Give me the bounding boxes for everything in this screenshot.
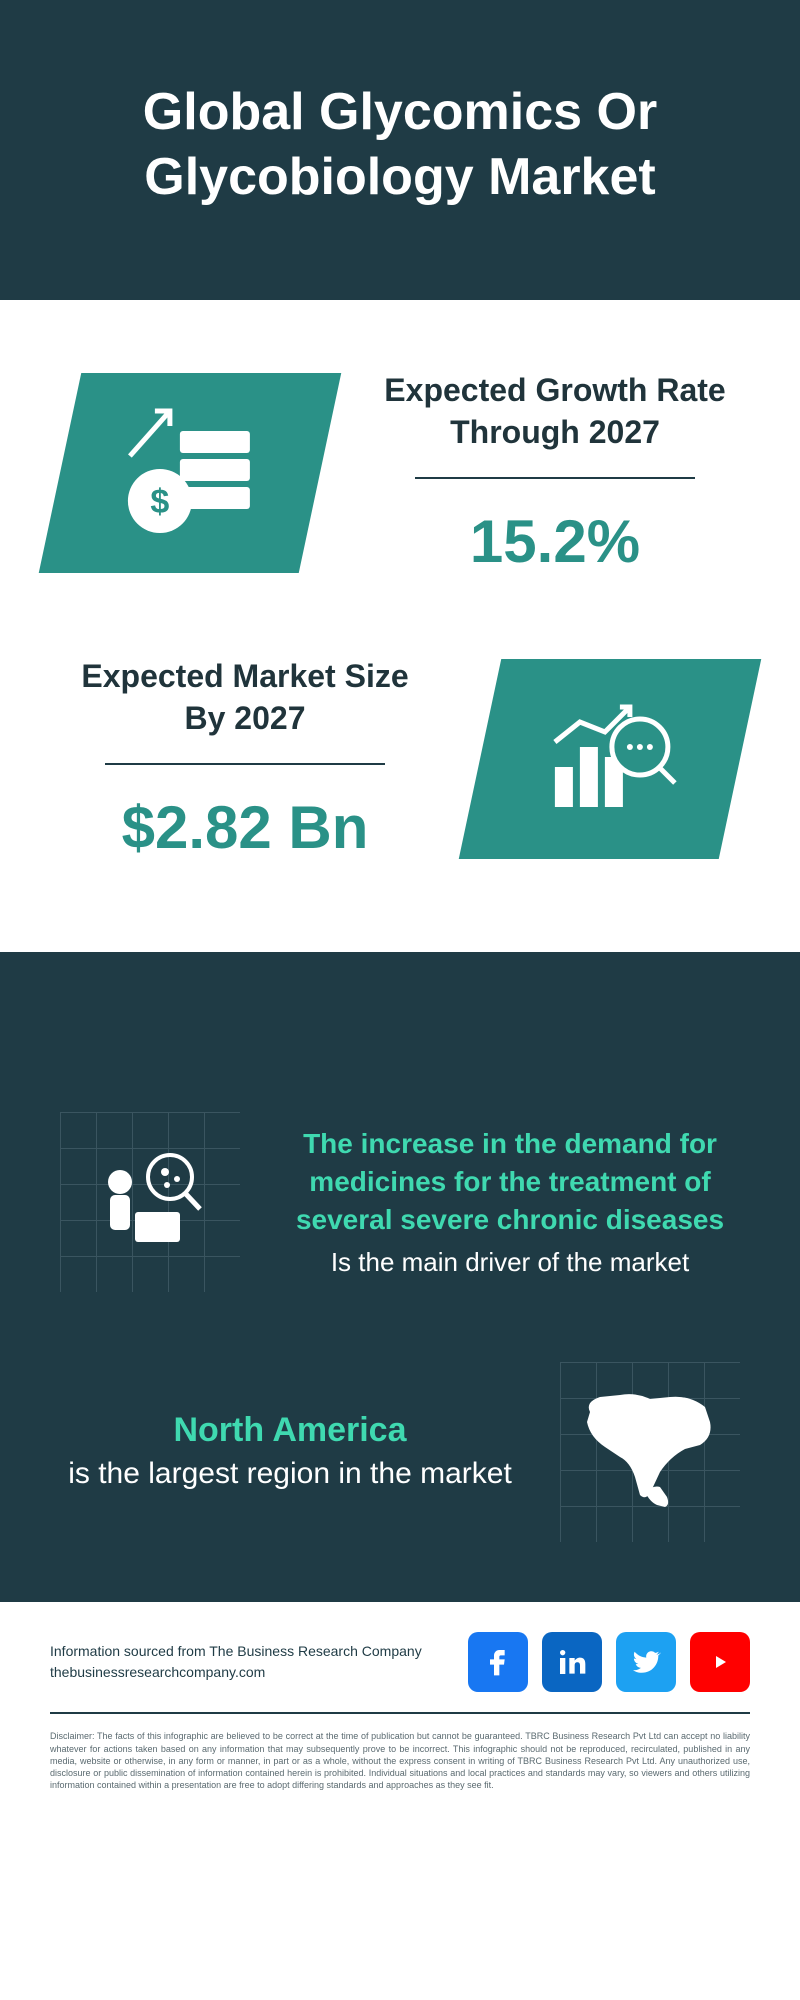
region-text: North America is the largest region in t… <box>60 1411 520 1495</box>
dark-section: The increase in the demand for medicines… <box>0 1072 800 1602</box>
stat-label: Expected Growth Rate Through 2027 <box>370 370 740 453</box>
stat-row-marketsize: Expected Market Size By 2027 $2.82 Bn <box>60 656 740 862</box>
region-highlight: North America <box>60 1411 520 1450</box>
stat-icon-box <box>459 659 762 859</box>
header: Global Glycomics Or Glycobiology Market <box>0 0 800 300</box>
source-line1: Information sourced from The Business Re… <box>50 1641 422 1662</box>
stat-row-growth: $ Expected Growth Rate Through 2027 15.2… <box>60 370 740 576</box>
medical-research-icon <box>85 1137 215 1267</box>
driver-highlight: The increase in the demand for medicines… <box>280 1125 740 1238</box>
driver-icon-box <box>60 1112 240 1292</box>
svg-text:$: $ <box>151 483 170 521</box>
footer: Information sourced from The Business Re… <box>0 1602 800 1811</box>
region-icon-box <box>560 1362 740 1542</box>
stat-divider <box>415 477 695 479</box>
linkedin-icon[interactable] <box>542 1632 602 1692</box>
chart-magnify-icon <box>535 687 685 832</box>
facebook-icon[interactable] <box>468 1632 528 1692</box>
money-growth-icon: $ <box>115 401 265 546</box>
driver-row: The increase in the demand for medicines… <box>60 1112 740 1292</box>
stat-icon-box: $ <box>39 373 342 573</box>
twitter-icon[interactable] <box>616 1632 676 1692</box>
driver-subtext: Is the main driver of the market <box>280 1245 740 1280</box>
stats-section: $ Expected Growth Rate Through 2027 15.2… <box>0 300 800 952</box>
footer-top: Information sourced from The Business Re… <box>50 1632 750 1714</box>
skyline-divider <box>0 952 800 1072</box>
page-title: Global Glycomics Or Glycobiology Market <box>60 80 740 210</box>
stat-value: $2.82 Bn <box>60 793 430 862</box>
stat-divider <box>105 763 385 765</box>
driver-text: The increase in the demand for medicines… <box>280 1125 740 1279</box>
stat-label: Expected Market Size By 2027 <box>60 656 430 739</box>
source-line2: thebusinessresearchcompany.com <box>50 1662 422 1683</box>
stat-value: 15.2% <box>370 507 740 576</box>
stat-content: Expected Market Size By 2027 $2.82 Bn <box>60 656 430 862</box>
disclaimer-text: Disclaimer: The facts of this infographi… <box>50 1730 750 1791</box>
skyline-icon <box>0 952 800 1072</box>
social-row <box>468 1632 750 1692</box>
region-subtext: is the largest region in the market <box>60 1454 520 1495</box>
north-america-map-icon <box>575 1387 725 1517</box>
source-text: Information sourced from The Business Re… <box>50 1641 422 1683</box>
stat-content: Expected Growth Rate Through 2027 15.2% <box>370 370 740 576</box>
youtube-icon[interactable] <box>690 1632 750 1692</box>
region-row: North America is the largest region in t… <box>60 1362 740 1542</box>
